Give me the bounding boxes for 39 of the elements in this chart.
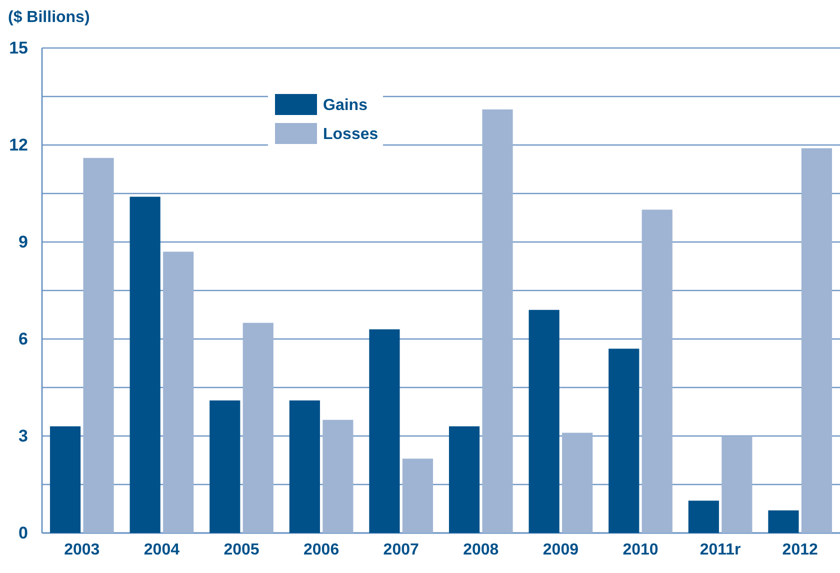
x-tick-label: 2006 [304, 541, 340, 558]
bar [562, 432, 593, 533]
y-tick-label: 3 [18, 426, 28, 446]
bar [768, 510, 799, 533]
y-tick-label: 12 [9, 135, 28, 154]
bar [242, 322, 274, 533]
legend-label: Losses [323, 126, 378, 143]
x-tick-label: 2004 [144, 541, 180, 558]
bar [608, 348, 640, 533]
bar [322, 420, 354, 533]
bar [210, 400, 240, 533]
bar [402, 458, 434, 533]
y-tick-label: 6 [18, 329, 28, 348]
bar [83, 158, 114, 533]
bar [528, 310, 560, 533]
bar [482, 109, 513, 533]
bar [289, 400, 320, 533]
x-tick-label: 2007 [383, 541, 419, 558]
y-tick-label: 9 [18, 232, 28, 252]
bar [722, 436, 752, 533]
bar [642, 210, 672, 533]
bar [801, 148, 832, 533]
bar [688, 500, 719, 533]
x-tick-label: 2005 [224, 541, 260, 558]
bar [50, 426, 81, 533]
x-tick-label: 2010 [622, 541, 658, 558]
x-tick-label: 2009 [542, 541, 579, 558]
y-tick-label: 0 [18, 523, 28, 542]
y-axis-title: ($ Billions) [8, 9, 90, 26]
bar [163, 252, 194, 533]
x-tick-label: 2003 [64, 541, 100, 558]
x-tick-label: 2008 [463, 541, 499, 558]
y-tick-label: 15 [9, 38, 28, 58]
x-tick-label: 2012 [782, 541, 818, 558]
bar [448, 426, 480, 533]
bar [130, 196, 160, 533]
legend-label: Gains [323, 97, 368, 114]
bar [369, 329, 400, 533]
x-tick-label: 2011r [700, 541, 741, 558]
